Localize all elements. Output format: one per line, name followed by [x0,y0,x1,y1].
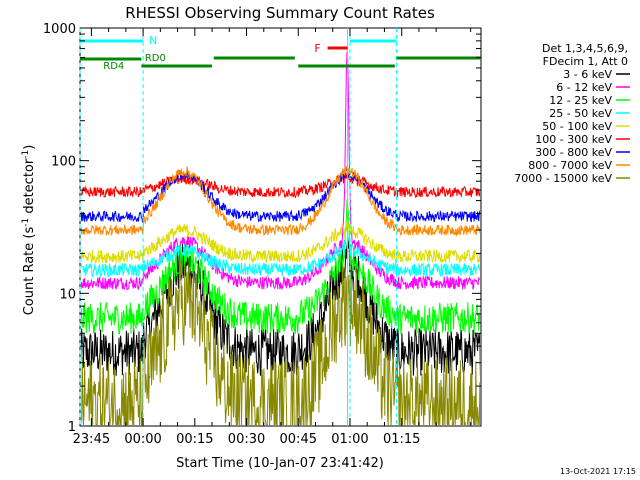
series-line-0 [81,238,480,376]
x-tick-label-2: 00:15 [176,432,213,447]
series-4 [81,220,480,264]
y-tick-label-3: 1000 [43,22,76,37]
legend-label-5: 100 - 300 keV [535,133,612,146]
series-line-1 [81,51,480,291]
rd4-label: RD4 [103,61,124,72]
series-7 [81,164,480,237]
series-2 [81,198,480,335]
legend-label-1: 6 - 12 keV [556,81,612,94]
x-tick-label-0: 23:45 [73,432,110,447]
legend-label-4: 50 - 100 keV [542,120,612,133]
flare-label: F [314,42,320,55]
legend-label-0: 3 - 6 keV [563,68,612,81]
legend-label-3: 25 - 50 keV [549,107,612,120]
series-line-5 [81,172,480,199]
annotation-layer: N RD4 RD0 F [79,28,481,426]
series-line-8 [81,257,480,425]
series-3 [81,236,480,279]
x-tick-label-6: 01:15 [383,432,420,447]
x-axis-label: Start Time (10-Jan-07 23:41:42) [176,456,384,471]
x-tick-label-1: 00:00 [124,432,161,447]
series-line-2 [81,198,480,335]
x-tick-label-3: 00:30 [228,432,265,447]
series-line-3 [81,236,480,279]
series-0 [81,238,480,376]
y-tick-label-2: 100 [51,155,76,170]
series-6 [81,167,480,224]
series-1 [81,51,480,291]
y-axis-label-sup2: -1 [21,150,31,159]
y-tick-label-1: 10 [59,287,76,302]
legend-label-6: 300 - 800 keV [535,146,612,159]
series-line-4 [81,220,480,264]
legend-header-1: Det 1,3,4,5,6,9, [542,42,628,55]
series-layer [81,51,480,425]
night-label: N [149,34,157,47]
series-line-7 [81,164,480,237]
legend-header-2: FDecim 1, Att 0 [543,55,628,68]
y-axis-label-mid: detector [22,158,37,218]
legend-label-2: 12 - 25 keV [549,94,612,107]
y-tick-label-0: 1 [68,420,76,435]
chart-title: RHESSI Observing Summary Count Rates [125,4,435,22]
x-tick-label-4: 00:45 [280,432,317,447]
series-5 [81,172,480,199]
rd0-label: RD0 [145,53,166,64]
tick-layer: 23:45 00:00 00:15 00:30 00:45 01:00 01:15 1 10 10… [43,22,481,447]
y-axis-label-sup1: -1 [21,218,31,227]
x-tick-label-5: 01:00 [331,432,368,447]
series-8 [81,257,480,425]
y-axis-label: Count Rate (s-1 detector-1) [21,145,37,316]
legend-label-7: 800 - 7000 keV [528,159,612,172]
timestamp: 13-Oct-2021 17:15 [560,467,636,476]
legend-label-8: 7000 - 15000 keV [514,172,612,185]
series-line-6 [81,167,480,224]
y-axis-label-main: Count Rate (s [22,227,37,316]
y-axis-label-end: ) [22,145,37,150]
legend: Det 1,3,4,5,6,9, FDecim 1, Att 0 3 - 6 k… [514,42,630,185]
